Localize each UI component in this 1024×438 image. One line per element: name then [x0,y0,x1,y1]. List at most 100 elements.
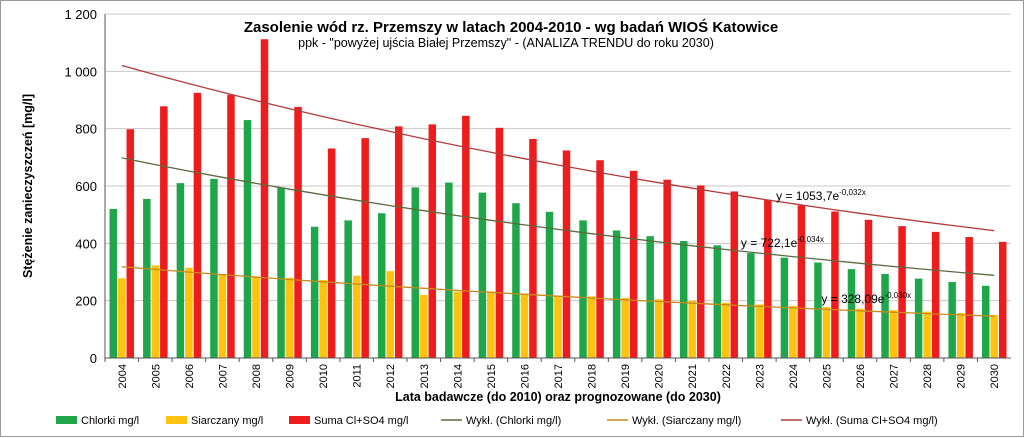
bar-chlorki-2030 [981,285,990,358]
bar-suma-2005 [160,106,168,358]
x-tick-label: 2012 [385,364,397,388]
trendline-chlorki [121,157,995,276]
x-tick-label: 2009 [285,364,297,388]
bar-chlorki-2025 [814,262,822,358]
x-tick-label: 2005 [150,364,162,388]
bar-suma-2029 [965,237,973,358]
x-tick-label: 2028 [922,364,934,388]
legend-label: Siarczany mg/l [191,415,263,427]
bar-siarczany-2023 [755,304,764,358]
legend-label: Wykł. (Siarczany mg/l) [632,415,741,427]
bar-siarczany-2004 [118,278,126,358]
bar-chlorki-2022 [713,245,722,358]
bar-siarczany-2016 [520,293,529,358]
x-tick-label: 2004 [117,364,129,388]
bar-siarczany-2009 [285,277,294,358]
bar-suma-2026 [864,219,873,358]
bar-siarczany-2020 [654,299,663,358]
bar-siarczany-2028 [923,311,931,358]
axes [104,14,1011,359]
bar-suma-2004 [126,129,135,358]
y-tick-label: 800 [75,122,97,137]
x-tick-label: 2016 [519,364,531,388]
x-tick-label: 2017 [553,364,565,388]
legend: Chlorki mg/l Siarczany mg/l Suma Cl+SO4 mg… [56,415,938,427]
y-tick-label: 1 200 [64,7,97,22]
bar-chlorki-2026 [847,269,856,358]
bar-siarczany-2026 [856,308,864,358]
bar-chlorki-2028 [914,278,923,358]
legend-swatch [289,416,310,424]
bar-suma-2028 [931,231,940,358]
bar-siarczany-2005 [151,265,160,358]
bar-siarczany-2008 [252,276,260,358]
bar-suma-2012 [394,126,403,358]
y-tick-label: 400 [75,236,97,251]
chart-title: Zasolenie wód rz. Przemszy w latach 2004… [244,18,778,36]
bar-siarczany-2011 [352,275,361,358]
bar-suma-2027 [898,226,906,358]
bar-siarczany-2012 [386,271,394,358]
trend-equation-siarczany: y = 328,09e-0,030x [821,291,911,306]
x-tick-label: 2011 [352,364,364,388]
trend-equations: y = 722,1e-0,034x y = 328,09e-0,030x y = 1… [741,188,911,306]
bar-suma-2017 [562,150,571,358]
y-tick-label: 600 [75,179,97,194]
trend-equation-suma: y = 1053,7e-0,032x [776,188,866,203]
bar-siarczany-2010 [319,280,327,358]
bar-chlorki-2006 [176,183,185,358]
y-tick-label: 200 [75,294,97,309]
bar-siarczany-2025 [822,306,831,358]
bar-siarczany-2030 [990,315,998,358]
bar-suma-2010 [327,148,336,358]
x-tick-label: 2018 [587,364,599,388]
x-tick-label: 2029 [956,364,968,388]
bar-siarczany-2029 [956,312,965,358]
bar-siarczany-2015 [487,291,495,358]
bar-chlorki-2010 [310,226,319,358]
y-tick-label: 1 000 [64,64,97,79]
bar-chlorki-2014 [445,182,453,358]
bar-siarczany-2014 [453,291,462,358]
x-tick-label: 2024 [788,364,800,388]
bar-suma-2021 [696,185,705,358]
x-tick-label: 2019 [620,364,632,388]
bar-suma-2008 [260,39,269,359]
bar-suma-2011 [361,138,369,358]
bar-chlorki-2015 [478,192,487,358]
x-tick-label: 2020 [654,364,666,388]
bar-chlorki-2011 [344,220,352,358]
x-tick-label: 2006 [184,364,196,388]
x-tick-label: 2027 [889,364,901,388]
bar-chlorki-2013 [411,187,420,358]
bars [109,39,1007,359]
bar-chlorki-2005 [143,198,151,358]
bar-siarczany-2024 [789,305,797,358]
bar-chlorki-2020 [646,236,654,358]
bar-suma-2025 [831,211,839,358]
bar-suma-2018 [596,160,604,358]
trendline-suma [121,64,995,232]
bar-siarczany-2007 [218,274,227,358]
x-tick-label: 2014 [452,364,464,388]
bar-siarczany-2013 [420,294,428,358]
bar-suma-2014 [462,115,470,359]
y-tick-label: 0 [90,351,97,366]
bar-chlorki-2027 [881,274,889,358]
x-tick-label: 2015 [486,364,498,388]
legend-swatch [166,416,187,424]
bar-suma-2007 [227,94,235,358]
bar-chlorki-2021 [679,241,688,358]
legend-label: Wykł. (Suma Cl+SO4 mg/l) [806,415,938,427]
bar-chlorki-2007 [210,178,218,358]
bar-siarczany-2022 [722,302,730,358]
bar-suma-2020 [663,179,671,358]
bar-siarczany-2018 [587,296,596,358]
x-axis-title: Lata badawcze (do 2010) oraz prognozowan… [395,390,721,404]
bar-suma-2023 [764,199,772,358]
bar-chlorki-2017 [545,211,554,358]
trendline-siarczany [121,266,995,317]
bar-chlorki-2018 [579,220,587,358]
chart-subtitle: ppk - "powyżej ujścia Białej Przemszy" -… [298,36,714,50]
